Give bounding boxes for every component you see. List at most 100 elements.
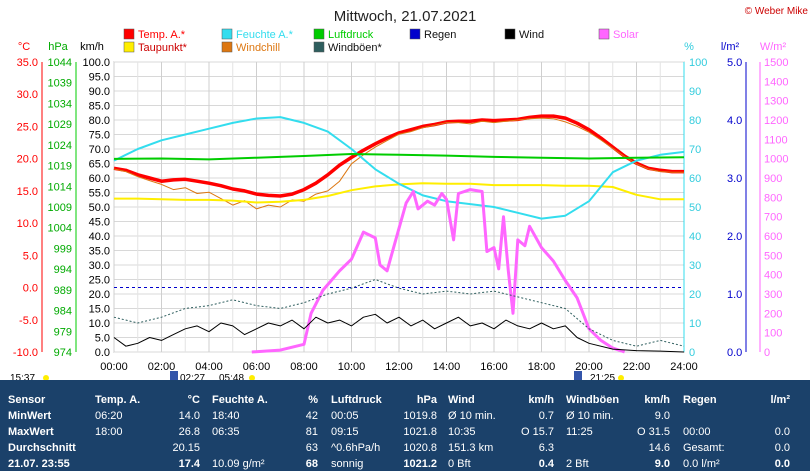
tick-label-temp: 10.0 — [17, 218, 38, 230]
tick-label-time: 14:00 — [433, 361, 461, 373]
series-line — [113, 114, 684, 198]
axis-unit-temp: °C — [18, 41, 30, 53]
table-value: 63 — [305, 442, 318, 454]
tick-label-humidity: 20 — [689, 289, 701, 301]
table-value: 14.0 — [178, 410, 200, 422]
tick-label-temp: 25.0 — [17, 121, 38, 133]
tick-label-time: 10:00 — [338, 361, 366, 373]
column-unit: % — [308, 394, 318, 406]
legend-label: Solar — [613, 29, 639, 41]
tick-label-pressure: 1034 — [48, 98, 72, 110]
tick-label-wind: 45.0 — [89, 217, 110, 229]
tick-label-wind: 60.0 — [89, 173, 110, 185]
row-label: Durchschnitt — [8, 442, 76, 454]
tick-label-solar: 900 — [764, 173, 782, 185]
tick-label-time: 16:00 — [480, 361, 508, 373]
sunset-icon — [574, 371, 582, 380]
tick-label-rain: 1.0 — [727, 289, 742, 301]
table-cell: 00:00 — [683, 426, 711, 438]
table-value: 6.3 — [538, 442, 554, 454]
table-cell: Gesamt: — [683, 442, 725, 454]
tick-label-wind: 25.0 — [89, 275, 110, 287]
tick-label-time: 20:00 — [575, 361, 603, 373]
tick-label-pressure: 974 — [54, 347, 72, 359]
tick-label-wind: 15.0 — [89, 304, 110, 316]
tick-label-solar: 500 — [764, 250, 782, 262]
column-unit: hPa — [416, 394, 437, 406]
tick-label-wind: 75.0 — [89, 130, 110, 142]
tick-label-humidity: 60 — [689, 173, 701, 185]
table-cell: 11:25 — [566, 426, 593, 438]
legend-label: Feuchte A.* — [236, 29, 294, 41]
tick-label-temp: -10.0 — [13, 347, 38, 359]
tick-label-solar: 600 — [764, 231, 782, 243]
column-header: Regen — [683, 394, 717, 406]
column-header: Temp. A. — [95, 394, 141, 406]
tick-label-wind: 50.0 — [89, 202, 110, 214]
tick-label-humidity: 40 — [689, 231, 701, 243]
tick-label-time: 00:00 — [100, 361, 128, 373]
column-header: Windböen — [566, 394, 620, 406]
table-cell: 09:15 — [331, 426, 359, 438]
table-value: 26.8 — [178, 426, 200, 438]
tick-label-wind: 100.0 — [82, 57, 110, 69]
axis-unit-humidity: % — [684, 41, 694, 53]
tick-label-solar: 100 — [764, 328, 782, 340]
time-marker-left: 15:37 — [10, 373, 35, 380]
row-label: 21.07. 23:55 — [8, 458, 70, 470]
tick-label-humidity: 10 — [689, 318, 701, 330]
tick-label-pressure: 994 — [54, 264, 72, 276]
tick-label-wind: 0.0 — [95, 347, 110, 359]
legend-swatch — [221, 28, 233, 40]
series-line — [113, 153, 685, 161]
table-cell: 2 Bft — [566, 458, 589, 470]
tick-label-humidity: 80 — [689, 115, 701, 127]
legend-label: Luftdruck — [328, 29, 374, 41]
tick-label-humidity: 100 — [689, 57, 707, 69]
table-cell: 06:35 — [212, 426, 240, 438]
tick-label-solar: 800 — [764, 192, 782, 204]
table-cell: 10.09 g/m² — [212, 458, 265, 470]
legend-label: Taupunkt* — [138, 42, 188, 54]
legend-swatch — [123, 41, 135, 53]
tick-label-wind: 70.0 — [89, 144, 110, 156]
tick-label-rain: 2.0 — [727, 231, 742, 243]
tick-label-time: 06:00 — [243, 361, 271, 373]
column-header: Feuchte A. — [212, 394, 268, 406]
time-marker-sunset: 21:25 — [590, 373, 615, 380]
tick-label-humidity: 0 — [689, 347, 695, 359]
tick-label-pressure: 984 — [54, 306, 72, 318]
table-value: 0.4 — [538, 458, 554, 470]
table-value: 1021.8 — [403, 426, 437, 438]
column-unit: °C — [187, 394, 200, 406]
table-value: 42 — [305, 410, 318, 422]
tick-label-wind: 40.0 — [89, 231, 110, 243]
table-value: O 15.7 — [520, 426, 554, 438]
tick-label-wind: 85.0 — [89, 101, 110, 113]
legend-swatch — [409, 28, 421, 40]
sunrise-icon — [170, 371, 178, 380]
tick-label-temp: -5.0 — [19, 315, 38, 327]
table-cell: 151.3 km — [448, 442, 494, 454]
legend-swatch — [313, 28, 325, 40]
legend-label: Windböen* — [328, 42, 383, 54]
tick-label-wind: 20.0 — [89, 289, 110, 301]
series-line — [113, 116, 685, 220]
tick-label-solar: 1200 — [764, 115, 788, 127]
table-cell: 0.0 l/m² — [683, 458, 720, 470]
tick-label-wind: 90.0 — [89, 86, 110, 98]
tick-label-solar: 1300 — [764, 96, 788, 108]
tick-label-rain: 4.0 — [727, 115, 742, 127]
tick-label-rain: 0.0 — [727, 347, 742, 359]
sun-icon — [249, 375, 255, 380]
tick-label-pressure: 979 — [54, 326, 72, 338]
tick-label-wind: 55.0 — [89, 188, 110, 200]
tick-label-time: 18:00 — [528, 361, 556, 373]
tick-label-time: 02:00 — [148, 361, 176, 373]
tick-label-pressure: 1029 — [48, 119, 72, 131]
table-value: 20.15 — [172, 442, 200, 454]
table-cell: 10:35 — [448, 426, 476, 438]
tick-label-humidity: 90 — [689, 86, 701, 98]
tick-label-solar: 1000 — [764, 154, 788, 166]
table-value: 14.6 — [648, 442, 670, 454]
